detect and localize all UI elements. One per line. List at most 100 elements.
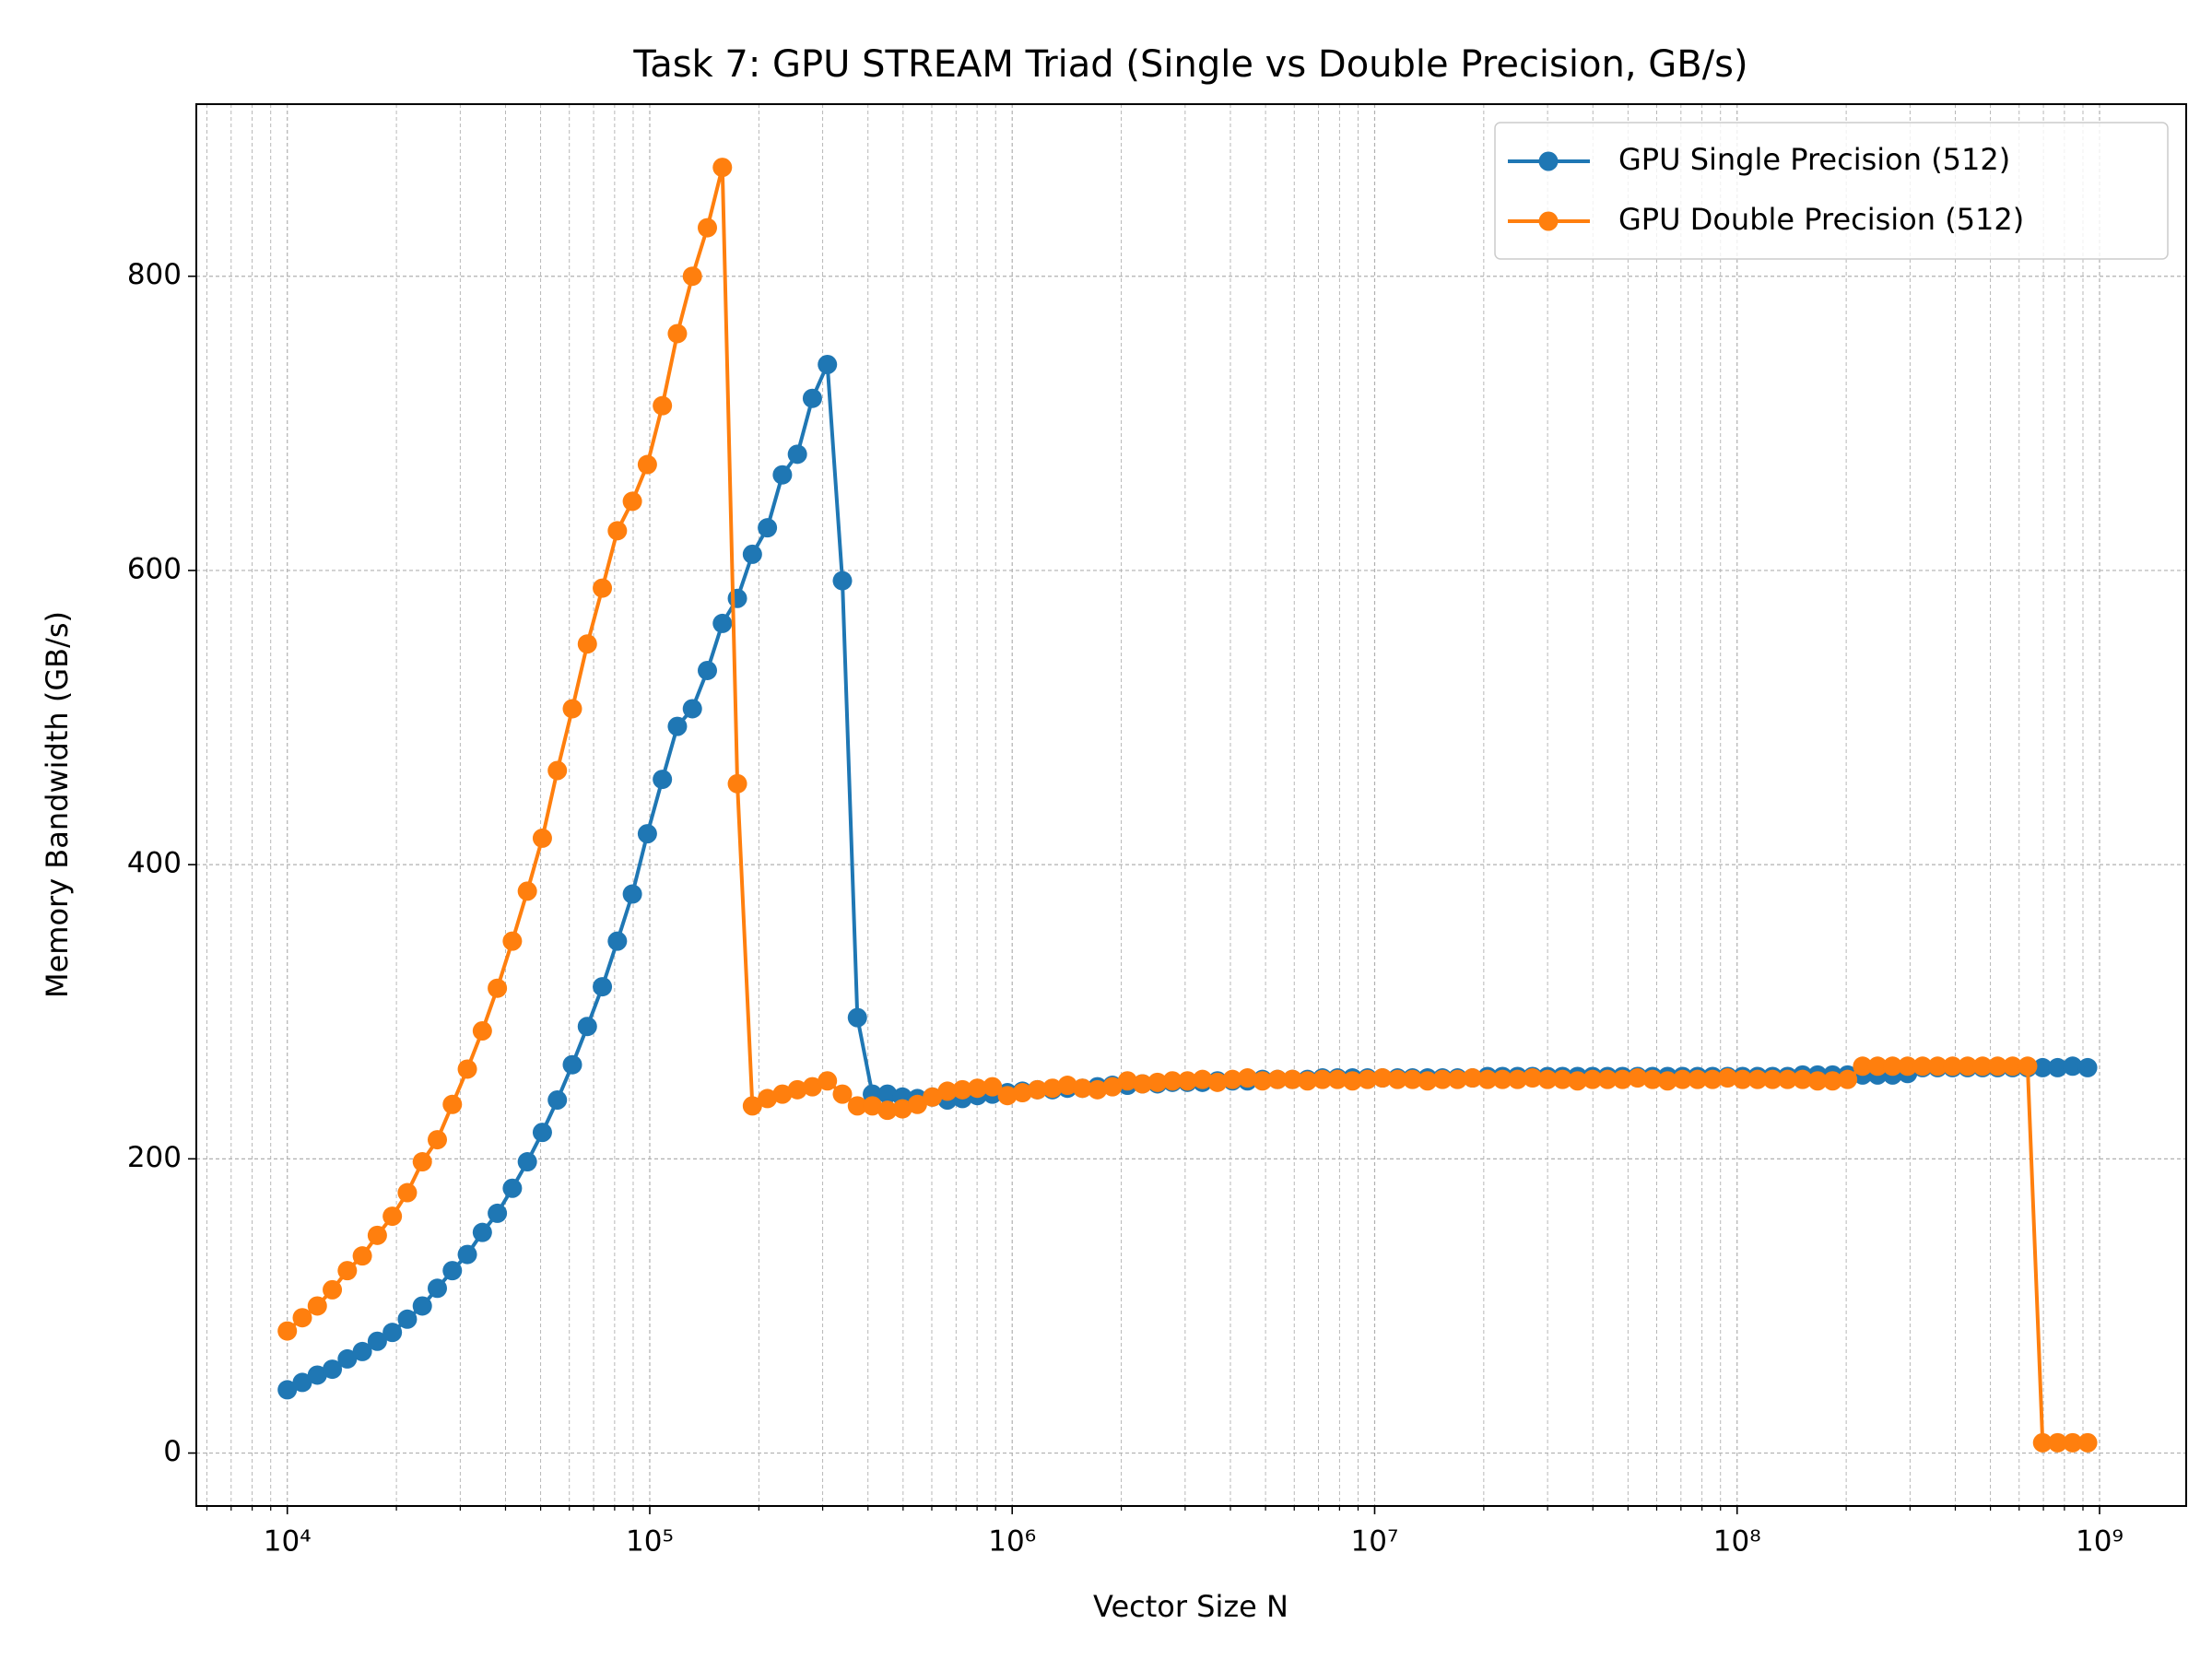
data-point: [787, 444, 807, 465]
data-point: [532, 828, 552, 848]
data-point: [1327, 1069, 1347, 1089]
data-point: [2048, 1432, 2068, 1453]
data-point: [1477, 1069, 1498, 1089]
x-tick-label: 10⁹: [2076, 1525, 2124, 1559]
data-point: [397, 1309, 418, 1329]
data-point: [1987, 1056, 2007, 1077]
data-point: [667, 716, 688, 736]
data-point: [1102, 1077, 1123, 1097]
data-point: [2077, 1057, 2098, 1077]
data-point: [1267, 1069, 1288, 1089]
data-point: [1222, 1069, 1242, 1089]
data-point: [277, 1321, 298, 1341]
data-point: [517, 1152, 537, 1172]
data-point: [1508, 1069, 1528, 1089]
y-axis-label: Memory Bandwidth (GB/s): [40, 611, 75, 998]
data-point: [982, 1077, 1003, 1097]
data-point: [1657, 1071, 1677, 1091]
x-tick-label: 10⁴: [264, 1525, 312, 1559]
data-point: [1612, 1069, 1632, 1089]
data-point: [292, 1308, 312, 1328]
data-point: [1298, 1071, 1318, 1091]
data-point: [1253, 1071, 1273, 1091]
x-axis-label: Vector Size N: [1093, 1589, 1288, 1624]
data-point: [832, 571, 853, 591]
data-point: [1342, 1071, 1362, 1091]
data-point: [367, 1331, 387, 1351]
data-point: [2018, 1056, 2038, 1077]
data-point: [472, 1020, 492, 1041]
data-point: [1088, 1079, 1108, 1100]
data-point: [532, 1123, 552, 1143]
data-point: [1057, 1076, 1077, 1096]
data-point: [1403, 1069, 1423, 1089]
data-point: [292, 1372, 312, 1393]
data-point: [877, 1084, 898, 1104]
plot-area: [277, 158, 2098, 1453]
legend-label: GPU Single Precision (512): [1618, 142, 2010, 177]
data-point: [1778, 1069, 1798, 1089]
data-point: [653, 395, 673, 416]
data-point: [1628, 1068, 1648, 1088]
data-point: [1793, 1069, 1813, 1089]
data-point: [1972, 1056, 1993, 1077]
data-point: [1597, 1069, 1618, 1089]
data-point: [727, 588, 747, 608]
data-point: [698, 660, 718, 680]
data-point: [488, 978, 508, 998]
data-point: [818, 354, 838, 374]
data-point: [1912, 1056, 1933, 1077]
data-point: [2048, 1057, 2068, 1077]
data-point: [2003, 1056, 2023, 1077]
data-point: [577, 1017, 597, 1037]
data-point: [2032, 1432, 2053, 1453]
data-point: [457, 1244, 477, 1265]
data-point: [1028, 1079, 1048, 1100]
data-point: [412, 1296, 432, 1316]
data-point: [1492, 1069, 1512, 1089]
data-point: [863, 1096, 883, 1116]
data-point: [1193, 1069, 1213, 1089]
data-point: [968, 1078, 988, 1099]
data-point: [442, 1261, 463, 1281]
data-point: [1927, 1056, 1947, 1077]
data-point: [1688, 1069, 1708, 1089]
data-point: [547, 1090, 568, 1111]
data-point: [682, 699, 702, 719]
data-point: [952, 1079, 972, 1100]
data-point: [1642, 1069, 1663, 1089]
data-point: [2063, 1432, 2083, 1453]
data-point: [307, 1296, 327, 1316]
data-point: [997, 1086, 1018, 1106]
data-point: [712, 613, 733, 633]
data-point: [517, 881, 537, 901]
data-point: [1282, 1069, 1302, 1089]
data-point: [1943, 1056, 1963, 1077]
y-tick-label: 0: [163, 1435, 182, 1468]
legend-label: GPU Double Precision (512): [1618, 202, 2024, 237]
data-point: [1822, 1071, 1842, 1091]
data-point: [1418, 1071, 1438, 1091]
data-point: [637, 454, 657, 475]
data-point: [818, 1071, 838, 1091]
data-point: [907, 1094, 927, 1114]
x-tick-label: 10⁸: [1713, 1525, 1761, 1559]
data-point: [2032, 1057, 2053, 1077]
y-tick-label: 400: [127, 847, 182, 880]
data-point: [742, 1096, 762, 1116]
y-tick-label: 200: [127, 1141, 182, 1174]
data-point: [577, 634, 597, 654]
data-point: [1117, 1071, 1137, 1091]
data-point: [1537, 1069, 1558, 1089]
data-point: [593, 977, 613, 997]
data-point: [1583, 1069, 1603, 1089]
data-point: [1358, 1069, 1378, 1089]
y-tick-label: 600: [127, 552, 182, 585]
data-point: [502, 931, 523, 951]
data-point: [352, 1246, 372, 1266]
data-point: [367, 1225, 387, 1245]
data-point: [1523, 1068, 1543, 1088]
data-point: [1432, 1069, 1453, 1089]
data-point: [712, 158, 733, 178]
legend: GPU Single Precision (512) GPU Double Pre…: [1494, 122, 2169, 260]
